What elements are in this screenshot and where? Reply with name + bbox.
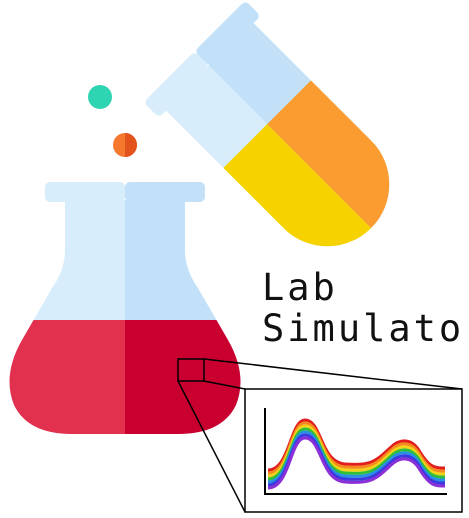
test-tube [143, 0, 438, 295]
page: Lab Simulator (() => { const data = JSON… [0, 0, 469, 518]
bubble [88, 85, 112, 109]
lab-simulator-logo: Lab Simulator [0, 0, 469, 518]
flask [0, 182, 255, 440]
logo-title-line: Lab [262, 266, 338, 309]
logo-title-line: Simulator [262, 307, 469, 350]
